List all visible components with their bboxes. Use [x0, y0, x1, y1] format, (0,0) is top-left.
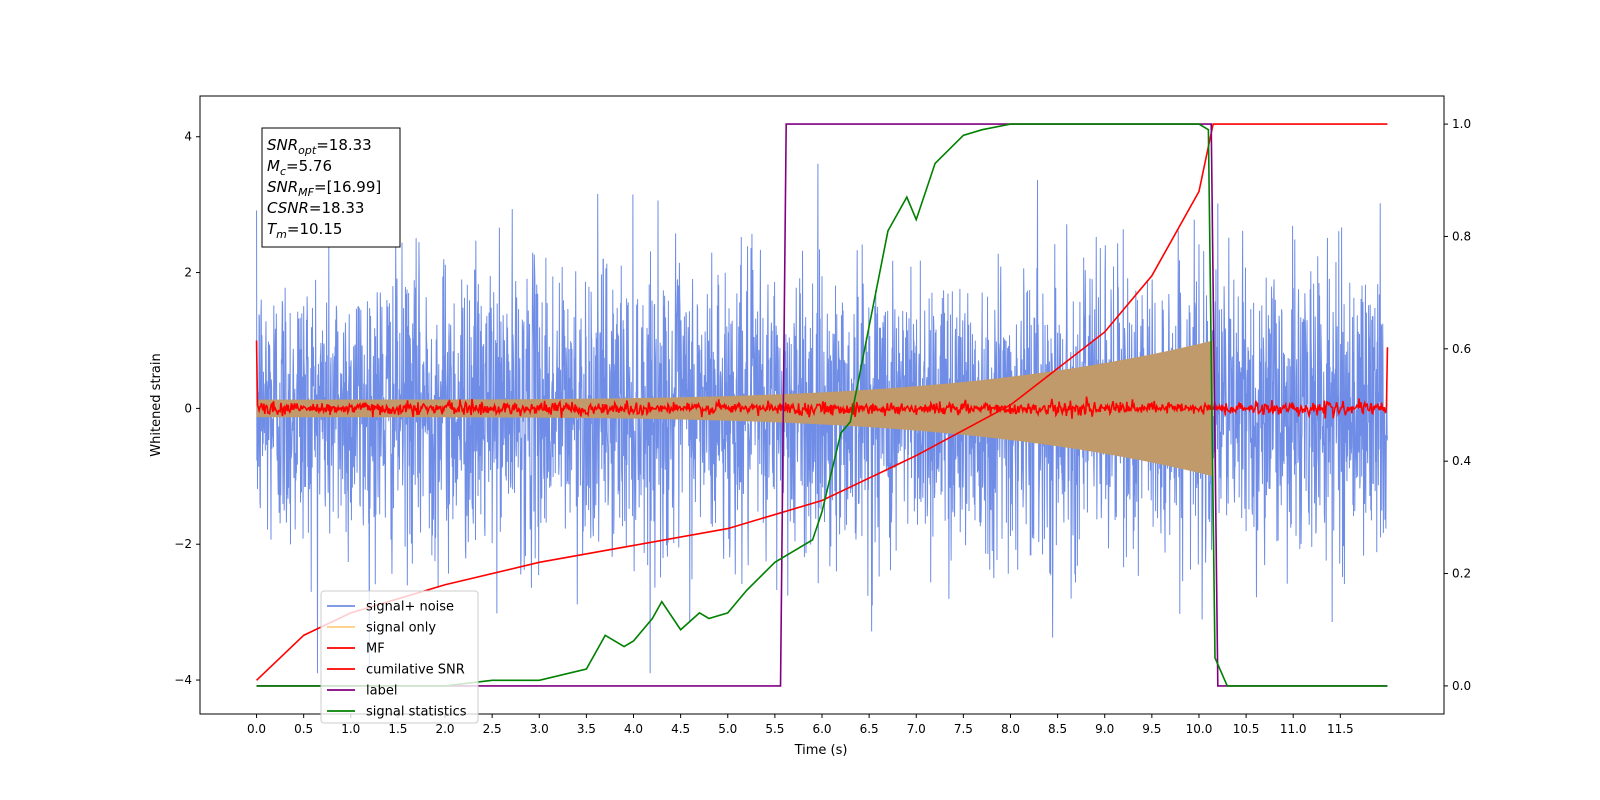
legend-frame — [320, 590, 479, 724]
x-tick-label: 6.5 — [860, 722, 879, 736]
y-left-tick-label: 2 — [184, 266, 192, 280]
annotation-subscript: opt — [298, 144, 317, 157]
annotation-value: =18.33 — [309, 199, 365, 217]
x-tick-label: 1.0 — [341, 722, 360, 736]
legend-label: label — [366, 684, 397, 699]
x-tick-label: 1.5 — [388, 722, 407, 736]
x-tick-label: 9.5 — [1142, 722, 1161, 736]
y-left-tick-label: −2 — [174, 537, 192, 551]
x-axis: 0.0 0.5 1.0 1.5 2.0 2.5 3.0 3.5 4.0 4.5 5.0 5.5 6.0 6… — [247, 714, 1354, 736]
y-right-tick-label: 0.4 — [1452, 454, 1471, 468]
x-tick-label: 10.5 — [1233, 722, 1260, 736]
y-right-tick-label: 0.6 — [1452, 342, 1471, 356]
annotation-line: Mc=5.76 — [267, 157, 332, 178]
y-left-tick-label: −4 — [174, 673, 192, 687]
annotation-symbol: CSNR — [267, 199, 309, 217]
x-axis-label: Time (s) — [794, 743, 848, 758]
x-tick-label: 9.0 — [1095, 722, 1114, 736]
x-tick-label: 0.5 — [294, 722, 313, 736]
x-tick-label: 8.0 — [1001, 722, 1020, 736]
y-right-tick-label: 1.0 — [1452, 117, 1471, 131]
annotation-symbol: SNR — [267, 136, 298, 154]
x-tick-label: 2.5 — [483, 722, 502, 736]
legend-label: signal only — [366, 621, 436, 636]
x-tick-label: 10.0 — [1186, 722, 1213, 736]
x-tick-label: 4.5 — [671, 722, 690, 736]
y-right-tick-label: 0.2 — [1452, 567, 1471, 581]
y-axis-right: 1.0 0.8 0.6 0.4 0.2 0.0 — [1444, 117, 1471, 693]
x-tick-label: 6.0 — [812, 722, 831, 736]
annotation-line: CSNR=18.33 — [267, 199, 364, 217]
x-tick-label: 5.0 — [718, 722, 737, 736]
y-left-tick-label: 0 — [184, 401, 192, 415]
annotation-line: Tm=10.15 — [267, 220, 342, 241]
annotation-subscript: m — [276, 228, 287, 241]
x-tick-label: 2.0 — [435, 722, 454, 736]
annotation-symbol: M — [267, 157, 280, 175]
annotation-symbol: SNR — [267, 178, 298, 196]
y-left-tick-label: 4 — [184, 130, 192, 144]
x-tick-label: 11.0 — [1280, 722, 1307, 736]
y-axis-label-left: Whitened strain — [149, 353, 164, 456]
legend-label: signal statistics — [366, 705, 467, 720]
y-right-tick-label: 0.0 — [1452, 679, 1471, 693]
annotation-value: =18.33 — [316, 136, 372, 154]
legend-label: MF — [366, 642, 385, 657]
annotation-line: SNRMF=[16.99] — [267, 178, 381, 199]
legend: signal+ noise signal only MF cumilative SNR… — [320, 590, 479, 724]
annotation-value: =5.76 — [286, 157, 332, 175]
annotation-symbol: T — [267, 220, 278, 238]
annotation-value: =[16.99] — [314, 178, 381, 196]
x-tick-label: 8.5 — [1048, 722, 1067, 736]
annotation-value: =10.15 — [287, 220, 343, 238]
x-tick-label: 7.0 — [907, 722, 926, 736]
legend-label: signal+ noise — [366, 600, 454, 615]
x-tick-label: 7.5 — [954, 722, 973, 736]
annotation-subscript: MF — [298, 186, 314, 199]
legend-label: cumilative SNR — [366, 663, 465, 678]
x-tick-label: 3.5 — [577, 722, 596, 736]
annotation-frame — [261, 127, 401, 248]
x-tick-label: 0.0 — [247, 722, 266, 736]
signal-plus-noise-line — [256, 163, 1388, 674]
annotation-subscript: c — [280, 165, 286, 178]
x-tick-label: 3.0 — [530, 722, 549, 736]
y-right-tick-label: 0.8 — [1452, 229, 1471, 243]
signal-statistics-line — [256, 123, 1388, 687]
snr-annotation-box: SNRopt=18.33Mc=5.76SNRMF=[16.99]CSNR=18.… — [261, 127, 401, 248]
annotation-line: SNRopt=18.33 — [267, 136, 372, 157]
x-tick-label: 4.0 — [624, 722, 643, 736]
mf-line — [255, 340, 1389, 419]
y-axis-left: 4 2 0 −2 −4 — [174, 130, 200, 687]
x-tick-label: 11.5 — [1327, 722, 1354, 736]
x-tick-label: 5.5 — [765, 722, 784, 736]
